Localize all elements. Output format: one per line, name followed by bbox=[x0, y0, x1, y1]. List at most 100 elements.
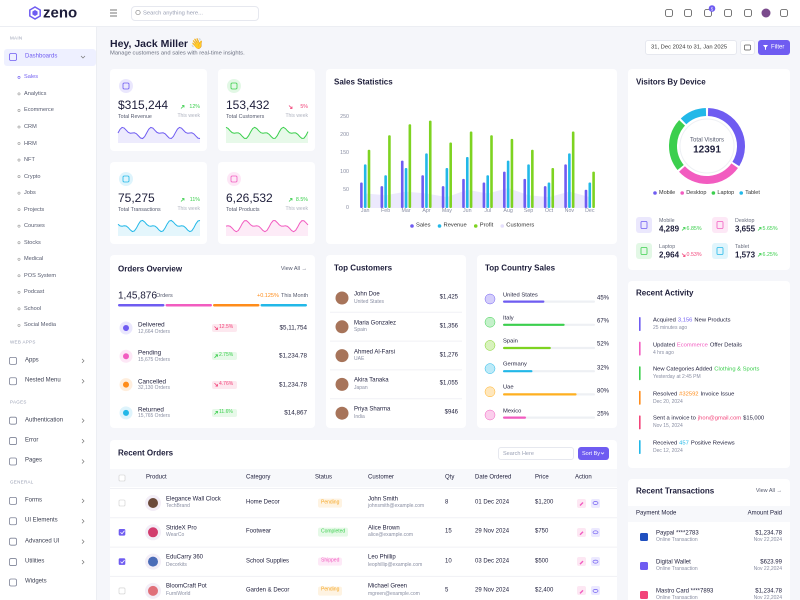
order-status-amount: $1,234.78 bbox=[278, 380, 307, 388]
edit-button[interactable] bbox=[577, 557, 586, 567]
legend-marker bbox=[680, 191, 685, 195]
active-menu-bg bbox=[4, 49, 96, 66]
customer-country: Japan bbox=[354, 385, 368, 392]
activity-marker bbox=[639, 366, 641, 381]
menu-item[interactable]: Widgets bbox=[25, 579, 47, 586]
table-header: Price bbox=[535, 474, 549, 481]
menu-item[interactable]: Authentication bbox=[25, 417, 64, 424]
activity-after: Offer Details bbox=[709, 342, 742, 349]
donut-segment bbox=[707, 108, 745, 167]
submenu-item[interactable]: Analytics bbox=[24, 90, 47, 97]
submenu-item[interactable]: Ecommerce bbox=[24, 107, 54, 114]
checkmark bbox=[120, 559, 125, 564]
view-button[interactable] bbox=[591, 498, 600, 508]
bar bbox=[421, 175, 424, 208]
menu-item[interactable]: Nested Menu bbox=[25, 377, 61, 384]
checkbox bbox=[118, 499, 126, 507]
menu-item[interactable]: Apps bbox=[25, 357, 39, 364]
view-all-link[interactable]: View All → bbox=[280, 265, 307, 272]
device-icon-bg bbox=[712, 217, 728, 233]
submenu-item[interactable]: Medical bbox=[24, 256, 44, 263]
table-header: Qty bbox=[445, 474, 455, 481]
bar bbox=[564, 164, 567, 208]
menu-chevron bbox=[81, 459, 85, 464]
filter-button[interactable] bbox=[758, 40, 790, 55]
trend-down-icon bbox=[288, 105, 293, 109]
bar bbox=[510, 138, 514, 208]
submenu-item[interactable]: HRM bbox=[24, 140, 37, 147]
submenu-item[interactable]: Podcast bbox=[24, 289, 45, 296]
y-tick-label: 50 bbox=[343, 186, 349, 193]
payment-amount: $623.99 bbox=[760, 559, 782, 566]
country-name: Germany bbox=[503, 361, 527, 368]
customer-country: United States bbox=[354, 298, 385, 305]
sort-button-label[interactable]: Sort By bbox=[582, 450, 601, 457]
header-icon bbox=[665, 9, 673, 17]
bar bbox=[449, 142, 452, 208]
trend-up-icon bbox=[681, 227, 686, 231]
submenu-item[interactable]: Stocks bbox=[24, 239, 41, 246]
order-status-amount: $14,867 bbox=[284, 409, 307, 417]
view-all-link[interactable]: View All → bbox=[755, 487, 782, 494]
product-brand: WearCo bbox=[166, 532, 185, 539]
x-tick-label: Jul bbox=[484, 207, 492, 214]
icon-button[interactable] bbox=[740, 40, 755, 55]
view-button[interactable] bbox=[591, 586, 600, 596]
submenu-item[interactable]: NFT bbox=[24, 156, 35, 163]
device-value: 3,655 bbox=[735, 224, 756, 234]
edit-button[interactable] bbox=[577, 527, 586, 537]
menu-item[interactable]: Error bbox=[25, 437, 39, 444]
product-thumb-image bbox=[148, 556, 158, 567]
stat-icon bbox=[230, 82, 238, 90]
card-title: Top Customers bbox=[334, 263, 393, 273]
x-tick-label: Jan bbox=[360, 207, 370, 214]
customer-country: India bbox=[354, 413, 365, 420]
bar bbox=[568, 153, 571, 208]
view-button[interactable] bbox=[591, 527, 600, 537]
orders-total-label: Orders bbox=[156, 292, 173, 299]
view-button[interactable] bbox=[591, 557, 600, 567]
submenu-bullet bbox=[17, 109, 21, 112]
table-search[interactable] bbox=[498, 447, 574, 460]
submenu-item[interactable]: Projects bbox=[24, 206, 45, 213]
submenu-item[interactable]: Social Media bbox=[24, 322, 57, 329]
activity-after: $15,000 bbox=[743, 416, 765, 423]
search-box[interactable] bbox=[131, 6, 259, 21]
legend-label: Desktop bbox=[686, 189, 707, 196]
menu-item[interactable]: Advanced UI bbox=[25, 538, 60, 545]
order-qty: 15 bbox=[445, 528, 452, 535]
submenu-item[interactable]: Jobs bbox=[24, 189, 36, 196]
submenu-item[interactable]: Sales bbox=[24, 74, 38, 81]
x-tick-label: Nov bbox=[564, 207, 575, 214]
top-countries-card bbox=[477, 255, 617, 428]
submenu-item[interactable]: Courses bbox=[24, 222, 45, 229]
menu-item[interactable]: Utilities bbox=[25, 558, 45, 565]
country-flag bbox=[484, 363, 496, 374]
menu-item[interactable]: Pages bbox=[25, 458, 43, 465]
menu-icon bbox=[9, 377, 17, 386]
sort-button[interactable] bbox=[578, 447, 609, 460]
filter-label[interactable]: Filter bbox=[771, 44, 785, 51]
submenu-item[interactable]: School bbox=[24, 305, 42, 312]
activity-before: Updated bbox=[653, 342, 675, 349]
date-range-box[interactable] bbox=[645, 40, 737, 55]
order-date: 03 Dec 2024 bbox=[475, 558, 510, 565]
activity-after: Invoice Issue bbox=[700, 391, 735, 398]
checkbox-checked bbox=[118, 558, 126, 565]
device-icon-bg bbox=[636, 217, 652, 233]
menu-item[interactable]: Dashboards bbox=[25, 53, 58, 60]
payment-date: Nov 22,2024 bbox=[753, 595, 782, 600]
menu-item[interactable]: Forms bbox=[25, 497, 42, 504]
submenu-item[interactable]: Crypto bbox=[24, 173, 41, 180]
bar bbox=[503, 171, 506, 208]
activity-time: 4 hrs ago bbox=[653, 349, 674, 356]
submenu-item[interactable]: POS System bbox=[24, 272, 57, 279]
y-tick-label: 100 bbox=[340, 168, 349, 175]
bar bbox=[543, 186, 547, 208]
stat-label: Total Revenue bbox=[118, 113, 152, 120]
edit-button[interactable] bbox=[577, 586, 586, 596]
submenu-item[interactable]: CRM bbox=[24, 123, 37, 130]
menu-item[interactable]: UI Elements bbox=[25, 517, 58, 524]
y-tick-label: 200 bbox=[340, 132, 349, 139]
country-flag bbox=[484, 409, 496, 421]
